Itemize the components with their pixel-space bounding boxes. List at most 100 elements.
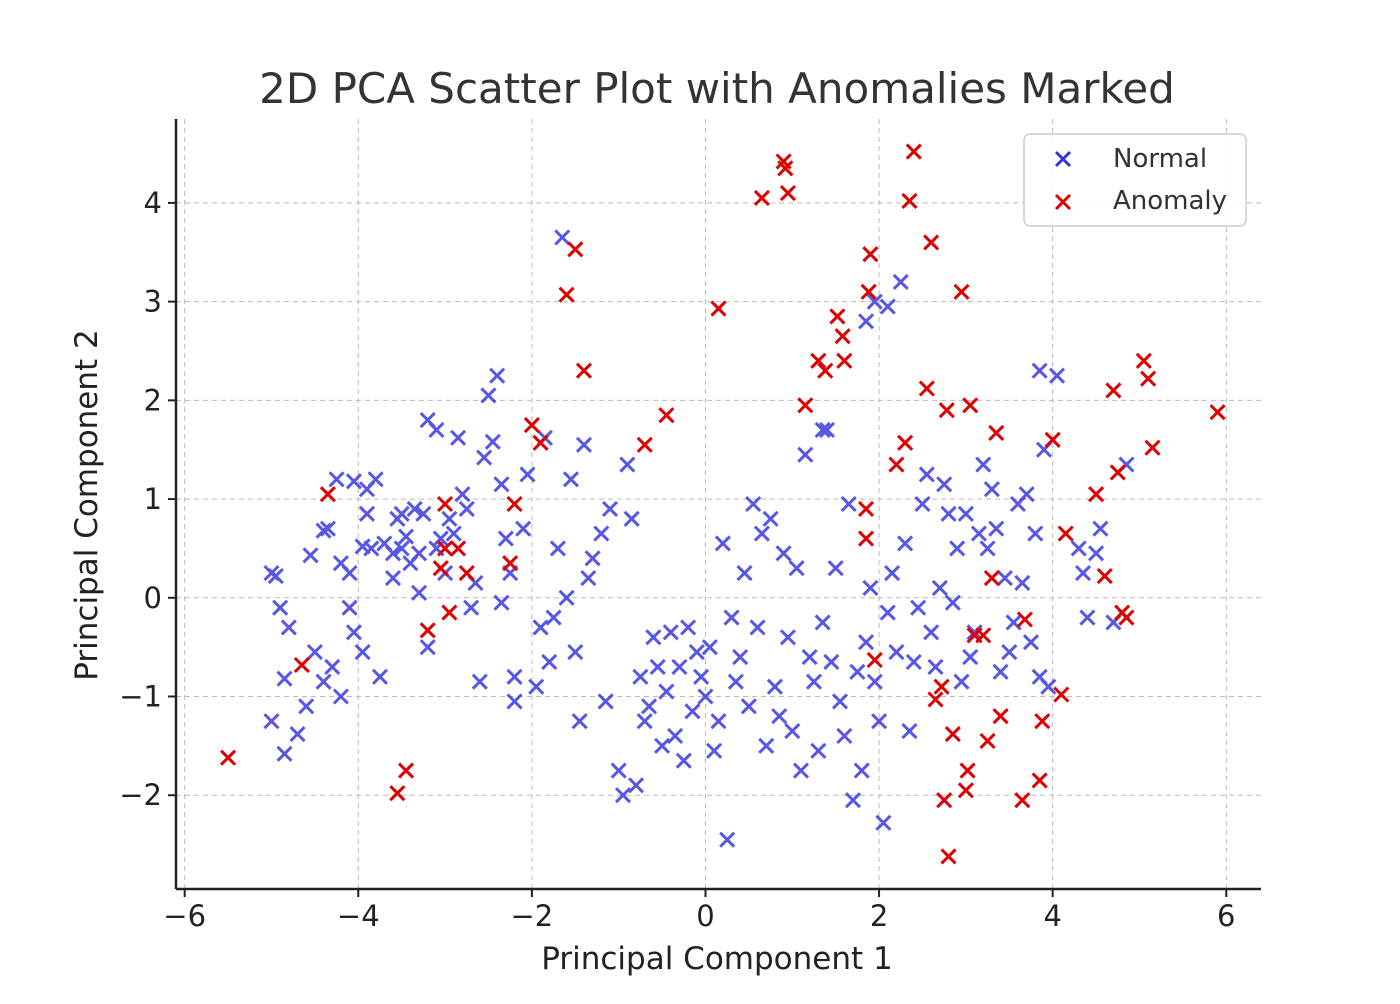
normal-point [575, 436, 593, 453]
normal-point [983, 481, 1000, 498]
normal-point [545, 609, 562, 626]
anomaly-point [441, 604, 458, 621]
normal-point [979, 540, 996, 557]
anomaly-point [834, 328, 851, 345]
anomaly-point [817, 362, 834, 379]
anomaly-point [502, 555, 519, 572]
normal-point [645, 629, 662, 646]
normal-point [515, 520, 532, 537]
normal-point [319, 520, 336, 537]
anomaly-point [1209, 404, 1226, 421]
normal-point [701, 639, 718, 656]
normal-point [949, 540, 966, 557]
anomaly-series [220, 143, 1226, 865]
normal-point [627, 777, 645, 794]
anomaly-point [1105, 382, 1122, 399]
normal-point [1018, 486, 1035, 503]
normal-point [823, 653, 840, 671]
anomaly-point [957, 782, 974, 799]
anomaly-point [860, 283, 877, 300]
normal-point [567, 644, 584, 661]
normal-point [1079, 609, 1096, 626]
y-tick-label: 3 [144, 285, 162, 319]
normal-point [797, 446, 814, 463]
normal-point [541, 653, 558, 671]
normal-point [1048, 367, 1066, 384]
data-points [220, 143, 1226, 865]
anomaly-point [959, 762, 976, 779]
normal-point [801, 648, 818, 666]
normal-point [753, 525, 770, 542]
normal-point [970, 525, 987, 542]
normal-point [884, 565, 901, 582]
legend-marker-anomaly-x [1054, 193, 1072, 211]
normal-point [463, 599, 480, 616]
normal-point [923, 624, 940, 641]
legend-marker-anomaly [1054, 193, 1072, 211]
normal-point [875, 814, 892, 831]
legend-marker-normal-x [1054, 150, 1072, 168]
normal-point [341, 565, 358, 582]
normal-point [506, 693, 523, 710]
normal-point [441, 510, 458, 527]
normal-point [831, 693, 849, 710]
anomaly-point [658, 407, 675, 424]
normal-point [306, 644, 323, 661]
normal-point [315, 673, 332, 690]
normal-point [879, 604, 896, 621]
normal-point [1031, 362, 1048, 379]
y-tick-label: 4 [144, 186, 162, 220]
x-tick-label: 0 [696, 899, 714, 933]
anomaly-point [567, 241, 584, 258]
normal-point [918, 466, 935, 483]
normal-point [727, 673, 744, 690]
normal-point [410, 545, 428, 562]
normal-point [836, 727, 853, 745]
normal-point [814, 421, 831, 439]
anomaly-point [293, 656, 310, 673]
normal-point [914, 495, 931, 513]
normal-point [593, 525, 610, 542]
normal-point [345, 624, 363, 641]
anomaly-point [923, 234, 940, 251]
anomaly-point [1053, 686, 1070, 703]
anomaly-point [938, 402, 955, 419]
anomaly-point [962, 397, 979, 414]
anomaly-point [1088, 486, 1105, 503]
normal-point [549, 540, 566, 557]
normal-point [805, 673, 823, 690]
anomaly-point [836, 352, 853, 369]
normal-point [944, 594, 961, 611]
normal-point [367, 471, 384, 488]
legend-label-normal: Normal [1113, 144, 1207, 174]
normal-point [328, 471, 345, 488]
legend-box [1023, 133, 1247, 227]
normal-point [393, 505, 410, 522]
anomaly-point [506, 495, 523, 513]
normal-point [649, 658, 666, 675]
normal-point [892, 273, 909, 290]
x-tick-label: −6 [163, 899, 206, 933]
legend-marker-normal [1054, 150, 1072, 168]
normal-point [610, 762, 627, 779]
normal-point [766, 678, 783, 695]
anomaly-point [1031, 772, 1048, 789]
normal-point [897, 535, 914, 552]
anomaly-point [897, 434, 914, 451]
normal-point [827, 560, 844, 577]
normal-point [363, 540, 380, 557]
normal-point [853, 762, 870, 779]
x-tick-label: −2 [511, 899, 554, 933]
anomaly-point [1109, 464, 1126, 481]
normal-point [1022, 634, 1040, 651]
normal-point [957, 505, 974, 522]
anomaly-point [319, 486, 336, 503]
anomaly-point [636, 436, 653, 453]
normal-point [714, 535, 731, 552]
anomaly-point [953, 283, 970, 300]
normal-point [988, 520, 1005, 537]
normal-point [962, 648, 979, 666]
anomaly-point [1140, 370, 1157, 387]
normal-point [584, 550, 601, 567]
normal-point [996, 569, 1014, 587]
